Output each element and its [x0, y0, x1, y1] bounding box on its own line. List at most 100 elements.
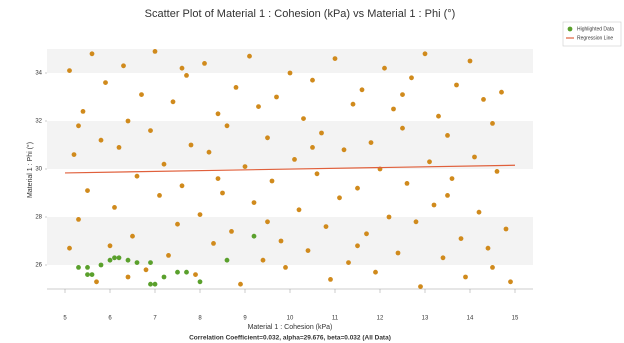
data-point [179, 65, 185, 71]
x-tick-label: 11 [332, 316, 339, 322]
data-point [112, 255, 117, 261]
data-point [287, 70, 293, 76]
data-point [386, 214, 392, 220]
data-point [436, 113, 441, 119]
footer: Correlation Coefficient=0.032, alpha=29.… [189, 335, 391, 342]
x-tick-label: 7 [153, 316, 157, 322]
data-point [458, 236, 464, 242]
data-point [283, 265, 288, 270]
data-point [85, 188, 90, 194]
data-point [404, 181, 410, 186]
x-tick-label: 6 [108, 316, 112, 322]
data-point [202, 61, 207, 66]
data-point [503, 226, 509, 232]
data-point [341, 147, 347, 153]
data-point [382, 65, 387, 71]
legend-box [562, 21, 622, 47]
data-point [346, 260, 351, 265]
data-point [76, 265, 81, 270]
data-point [319, 130, 324, 136]
data-point [112, 205, 117, 210]
data-point [310, 77, 315, 83]
data-point [166, 253, 171, 258]
data-point [413, 219, 419, 225]
data-point [328, 277, 333, 282]
data-point [80, 109, 86, 114]
data-point [152, 49, 158, 54]
data-point [125, 274, 131, 280]
data-point [157, 193, 162, 198]
data-point [116, 145, 122, 150]
data-point [184, 269, 189, 275]
data-point [107, 243, 113, 249]
band [47, 121, 533, 169]
data-point [355, 243, 360, 249]
data-point [431, 202, 437, 208]
x-tick-label: 8 [198, 316, 202, 322]
data-point [305, 248, 311, 254]
data-point [391, 106, 396, 112]
data-point [143, 267, 149, 273]
data-point [265, 135, 270, 141]
data-point [301, 116, 306, 121]
data-point [211, 241, 216, 246]
data-point [247, 53, 252, 59]
regression-line [64, 164, 516, 174]
data-point [476, 209, 482, 215]
legend-swatch [567, 26, 573, 32]
data-point [148, 260, 153, 265]
data-point [67, 245, 72, 251]
data-point [170, 99, 176, 105]
data-point [125, 257, 131, 263]
data-point [485, 245, 491, 251]
data-point [94, 279, 99, 285]
data-point [260, 257, 266, 263]
data-point [98, 137, 104, 143]
data-point [175, 269, 180, 275]
data-point [134, 173, 140, 179]
data-point [85, 265, 90, 270]
data-point [125, 118, 131, 124]
data-point [152, 281, 158, 287]
data-point [184, 73, 189, 78]
data-point [440, 255, 446, 261]
data-point [89, 51, 95, 57]
data-point [445, 193, 450, 198]
data-point [67, 68, 72, 73]
data-point [422, 51, 428, 57]
data-point [373, 269, 378, 275]
x-axis-label: Material 1 : Cohesion (kPa) [248, 324, 333, 331]
data-point [314, 171, 320, 177]
data-point [251, 233, 257, 239]
data-point [265, 219, 270, 225]
data-point [350, 101, 356, 107]
data-point [224, 257, 230, 263]
data-point [409, 75, 414, 81]
data-point [337, 195, 342, 201]
chart-title: Scatter Plot of Material 1 : Cohesion (k… [145, 8, 456, 20]
data-point [121, 63, 126, 69]
data-point [400, 92, 405, 97]
data-point [76, 123, 81, 129]
data-point [116, 255, 122, 261]
x-tick-label: 12 [377, 316, 384, 322]
data-point [242, 164, 248, 170]
y-tick-label: 28 [35, 215, 42, 221]
data-point [71, 152, 77, 158]
y-tick-label: 26 [35, 263, 42, 269]
data-point [229, 229, 234, 234]
data-point [224, 123, 230, 129]
data-point [193, 272, 198, 277]
data-point [418, 284, 423, 289]
data-point [148, 281, 153, 287]
data-point [274, 94, 279, 100]
x-tick-label: 14 [467, 316, 474, 322]
data-point [445, 133, 450, 138]
data-point [215, 111, 221, 117]
data-point [175, 221, 180, 227]
data-point [292, 157, 297, 162]
data-point [220, 190, 225, 196]
y-tick-label: 32 [35, 119, 42, 125]
x-tick-label: 15 [512, 316, 519, 322]
